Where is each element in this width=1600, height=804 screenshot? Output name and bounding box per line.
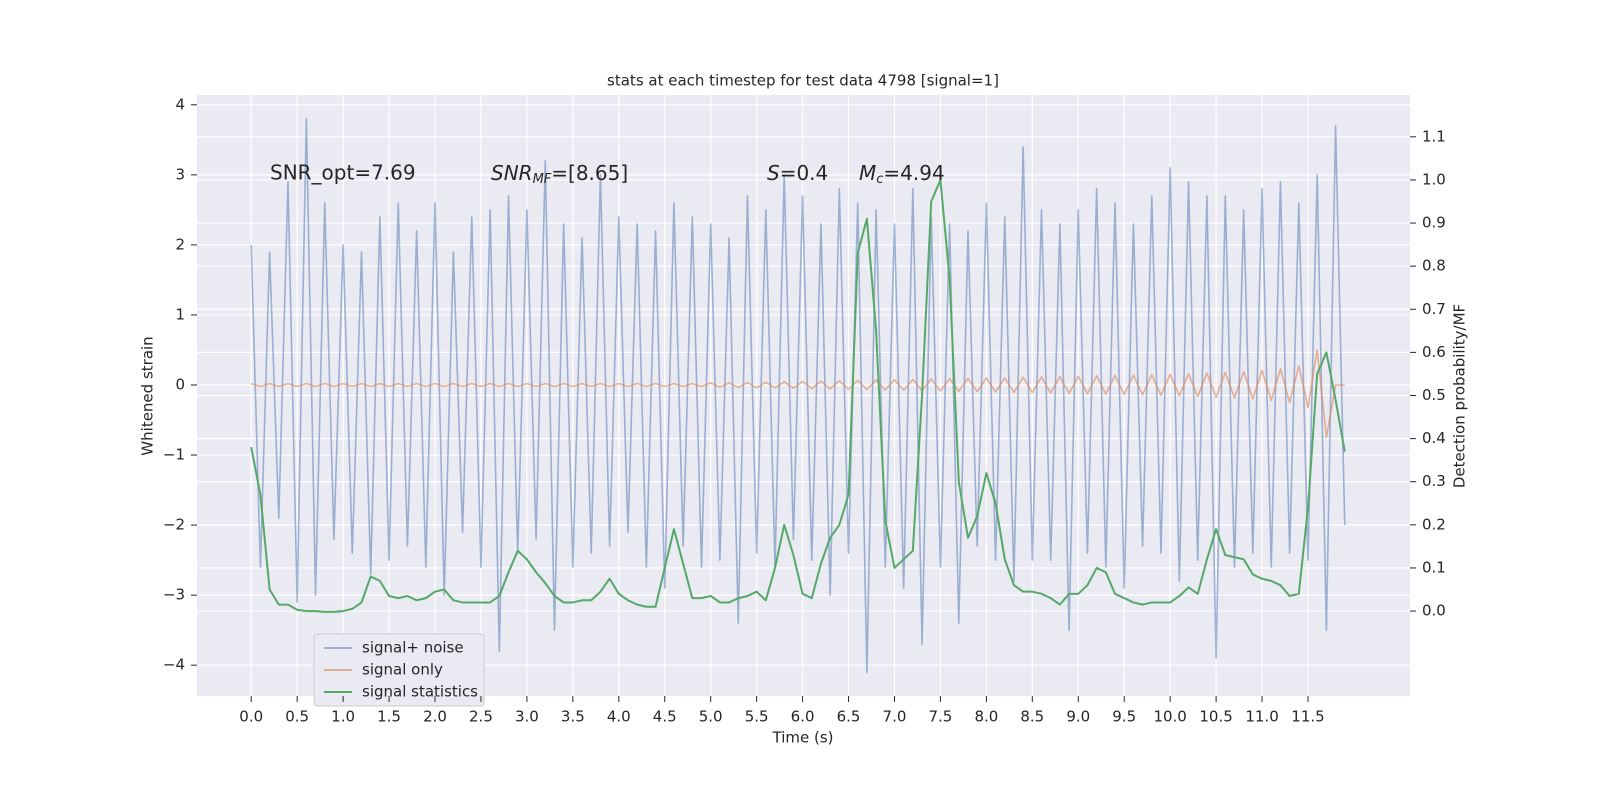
y2-tick-label: 0.7 <box>1422 300 1446 318</box>
y2-tick-label: 0.5 <box>1422 386 1446 404</box>
y2-tick-label: 0.0 <box>1422 602 1446 620</box>
y2-tick-label: 0.4 <box>1422 429 1446 447</box>
x-tick-label: 7.5 <box>928 708 952 726</box>
x-axis-label: Time (s) <box>772 729 834 747</box>
annotation-symbol: M <box>859 161 876 185</box>
x-tick-label: 9.5 <box>1112 708 1136 726</box>
annotation-rest: =0.4 <box>780 161 829 185</box>
annotation-symbol: S <box>767 161 780 185</box>
x-tick-label: 8.5 <box>1020 708 1044 726</box>
x-tick-label: 5.0 <box>699 708 723 726</box>
y-tick-label: −4 <box>163 656 185 674</box>
y2-tick-label: 1.1 <box>1422 127 1446 145</box>
x-tick-label: 0.5 <box>285 708 309 726</box>
annotation-rest: =4.94 <box>883 161 944 185</box>
y-tick-label: 3 <box>175 165 185 183</box>
y-tick-label: −1 <box>163 446 185 464</box>
x-tick-label: 1.0 <box>331 708 355 726</box>
annotation: SNRMF=[8.65] <box>491 161 628 187</box>
y-tick-label: −2 <box>163 516 185 534</box>
x-tick-label: 3.0 <box>515 708 539 726</box>
chart-title: stats at each timestep for test data 479… <box>607 72 999 90</box>
x-tick-label: 10.0 <box>1153 708 1186 726</box>
legend-label: signal statistics <box>362 683 478 701</box>
x-tick-label: 9.0 <box>1066 708 1090 726</box>
y2-tick-label: 0.9 <box>1422 214 1446 232</box>
annotation-sub: MF <box>533 172 552 187</box>
annotation-sub: c <box>876 172 883 187</box>
x-tick-label: 4.5 <box>653 708 677 726</box>
y2-axis-label: Detection probability/MF <box>1451 304 1469 488</box>
y-tick-label: 4 <box>175 95 185 113</box>
series-line <box>250 349 1345 439</box>
x-tick-label: 8.0 <box>974 708 998 726</box>
x-tick-label: 6.0 <box>791 708 815 726</box>
x-tick-label: 4.0 <box>607 708 631 726</box>
legend-box <box>313 633 485 707</box>
x-tick-label: 7.0 <box>883 708 907 726</box>
x-tick-label: 2.5 <box>469 708 493 726</box>
x-tick-label: 10.5 <box>1199 708 1232 726</box>
y-tick-label: 2 <box>175 235 185 253</box>
y2-tick-label: 0.8 <box>1422 257 1446 275</box>
y-tick-label: 1 <box>175 305 185 323</box>
x-tick-label: 2.0 <box>423 708 447 726</box>
x-tick-label: 11.0 <box>1245 708 1278 726</box>
y2-tick-label: 0.6 <box>1422 343 1446 361</box>
y2-tick-label: 0.3 <box>1422 472 1446 490</box>
annotation: Mc=4.94 <box>859 161 945 187</box>
series-line <box>250 118 1346 673</box>
series-line <box>250 178 1346 613</box>
x-tick-label: 6.5 <box>837 708 861 726</box>
legend-label: signal only <box>362 661 443 679</box>
legend-label: signal+ noise <box>362 639 464 657</box>
y-axis-label: Whitened strain <box>139 336 157 455</box>
x-tick-label: 3.5 <box>561 708 585 726</box>
annotation: SNR_opt=7.69 <box>270 161 416 185</box>
y2-tick-label: 0.2 <box>1422 515 1446 533</box>
x-tick-label: 5.5 <box>745 708 769 726</box>
legend: signal+ noise signal only signal statistic… <box>313 633 485 707</box>
y2-tick-label: 0.1 <box>1422 558 1446 576</box>
y-tick-label: −3 <box>163 586 185 604</box>
x-tick-label: 0.0 <box>239 708 263 726</box>
annotation-symbol: SNR <box>491 161 533 185</box>
data <box>250 118 1346 673</box>
annotation: S=0.4 <box>767 161 828 185</box>
x-tick-label: 11.5 <box>1291 708 1324 726</box>
annotation-rest: =[8.65] <box>551 161 628 185</box>
y2-tick-label: 1.0 <box>1422 170 1446 188</box>
y-tick-label: 0 <box>175 375 185 393</box>
x-tick-label: 1.5 <box>377 708 401 726</box>
